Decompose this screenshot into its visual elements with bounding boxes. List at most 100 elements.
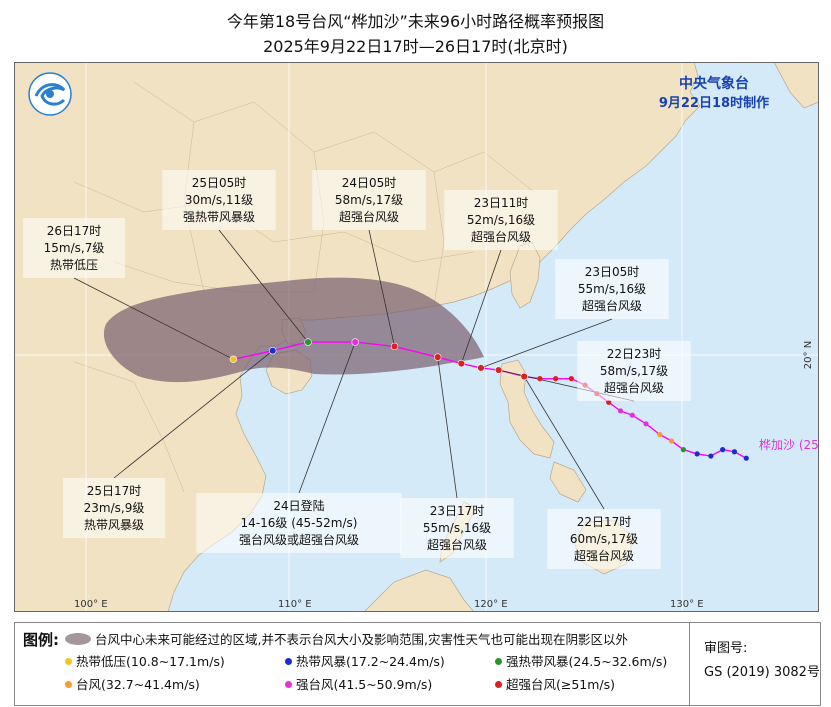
forecast-track-line — [233, 341, 525, 378]
forecast-label-p24-landfall: 24日登陆 14-16级 (45-52m/s) 强台风级或超强台风级 — [196, 493, 402, 553]
forecast-label-line: 52m/s,16级 — [467, 213, 535, 227]
lon-tick-100e: 100° E — [74, 599, 108, 610]
legend-item-typhoon: 台风(32.7~41.4m/s) — [65, 674, 200, 693]
forecast-label-line: 24日登陆 — [273, 498, 324, 513]
history-track-point — [629, 412, 635, 418]
history-track-point — [731, 449, 738, 455]
legend-item-label: 热带低压(10.8~17.1m/s) — [76, 654, 225, 669]
legend-title: 图例: — [23, 631, 59, 649]
typhoon-dot-icon — [65, 681, 72, 688]
legend-item-severe-tropical-storm: 强热带风暴(24.5~32.6m/s) — [495, 651, 667, 670]
forecast-label-line: 23日05时 — [585, 265, 640, 279]
forecast-label-line: 23日11时 — [474, 196, 529, 210]
legend-area-text: 台风中心未来可能经过的区域,并不表示台风大小及影响范围,灾害性天气也可能出现在阴… — [95, 632, 628, 647]
forecast-point-p24-05 — [390, 342, 399, 351]
forecast-label-line: 15m/s,7级 — [44, 241, 105, 255]
history-track-point — [643, 421, 649, 427]
forecast-point-p23-05 — [477, 364, 485, 372]
forecast-label-line: 超强台风级 — [604, 380, 664, 395]
history-track-point — [537, 376, 543, 382]
forecast-label-line: 热带低压 — [50, 258, 98, 272]
land-visayas — [549, 461, 587, 503]
history-track-point — [657, 431, 663, 438]
label-leader-line — [437, 357, 458, 499]
history-track-point — [568, 376, 574, 382]
agency-name: 中央气象台 — [679, 75, 749, 92]
lon-tick-120e: 120° E — [474, 599, 508, 610]
legend-item-label: 强热带风暴(24.5~32.6m/s) — [506, 654, 668, 669]
severe-tropical-storm-dot-icon — [495, 658, 502, 665]
forecast-label-line: 26日17时 — [47, 224, 102, 238]
forecast-label-line: 14-16级 (45-52m/s) — [241, 516, 358, 530]
forecast-label-line: 强台风级或超强台风级 — [239, 532, 359, 547]
legend-item-label: 强台风(41.5~50.9m/s) — [296, 677, 433, 692]
forecast-point-p22-23 — [494, 366, 503, 374]
forecast-label-line: 58m/s,17级 — [335, 193, 403, 207]
legend-item-super-typhoon: 超强台风(≥51m/s) — [495, 674, 615, 693]
legend-item-tropical-storm: 热带风暴(17.2~24.4m/s) — [285, 651, 445, 670]
history-track-point — [708, 453, 714, 459]
forecast-label-line: 55m/s,16级 — [578, 282, 646, 296]
forecast-point-p24-landfall — [351, 338, 359, 346]
map-title: 今年第18号台风“桦加沙”未来96小时路径概率预报图 — [226, 12, 605, 31]
super-typhoon-dot-icon — [495, 681, 502, 688]
probability-cone — [103, 277, 485, 383]
history-track-point — [694, 451, 700, 457]
label-leader-line — [113, 350, 273, 479]
approval-number: GS (2019) 3082号 — [704, 665, 820, 680]
lon-tick-130e: 130° E — [670, 599, 704, 610]
legend-item-label: 热带风暴(17.2~24.4m/s) — [296, 654, 445, 669]
forecast-label-line: 25日05时 — [192, 176, 247, 190]
forecast-label-line: 23m/s,9级 — [84, 501, 145, 515]
history-track-point — [668, 438, 675, 444]
history-track-point — [617, 408, 624, 414]
forecast-label-line: 超强台风级 — [574, 548, 634, 563]
forecast-label-line: 58m/s,17级 — [600, 364, 668, 378]
forecast-point-p23-11 — [457, 359, 466, 368]
forecast-label-line: 热带风暴级 — [84, 518, 144, 532]
legend-item-severe-typhoon: 强台风(41.5~50.9m/s) — [285, 674, 432, 693]
map-frame — [14, 62, 819, 612]
agency-made-time: 9月22日18时制作 — [659, 95, 769, 111]
label-leader-line — [73, 277, 234, 360]
forecast-label-line: 23日17时 — [430, 504, 485, 518]
forecast-label-line: 25日17时 — [87, 484, 142, 498]
label-leader-line — [368, 229, 395, 347]
label-leader-line — [218, 229, 309, 343]
tropical-storm-dot-icon — [285, 658, 292, 665]
forecast-point-p22-17 — [520, 372, 528, 381]
forecast-label-line: 超强台风级 — [471, 229, 531, 244]
tropical-depression-dot-icon — [65, 658, 72, 665]
forecast-label-line: 超强台风级 — [427, 537, 487, 552]
legend: 图例: 台风中心未来可能经过的区域,并不表示台风大小及影响范围,灾害性天气也可能… — [14, 622, 821, 706]
label-leader-line — [298, 341, 356, 494]
cma-logo — [28, 72, 72, 116]
forecast-point-p25-05 — [304, 338, 312, 346]
forecast-label-line: 强热带风暴级 — [183, 210, 255, 224]
forecast-point-p26-17 — [229, 355, 238, 363]
cone-swatch-icon — [65, 633, 91, 645]
forecast-label-line: 超强台风级 — [582, 298, 642, 313]
label-leader-line — [523, 376, 605, 510]
label-leader-line — [480, 318, 613, 369]
forecast-label-line: 24日05时 — [342, 176, 397, 190]
forecast-point-p25-17 — [268, 347, 277, 355]
history-track-point — [553, 376, 559, 382]
history-track-point — [680, 447, 686, 453]
map-subtitle: 2025年9月22日17时—26日17时(北京时) — [263, 37, 568, 56]
history-track-point — [720, 447, 726, 453]
forecast-label-line: 超强台风级 — [339, 209, 399, 224]
forecast-label-line: 60m/s,17级 — [570, 532, 638, 546]
approval-box: 审图号: GS (2019) 3082号 — [689, 623, 821, 705]
approval-label: 审图号: — [704, 641, 748, 656]
forecast-label-line: 55m/s,16级 — [423, 521, 491, 535]
legend-item-tropical-depression: 热带低压(10.8~17.1m/s) — [65, 651, 225, 670]
